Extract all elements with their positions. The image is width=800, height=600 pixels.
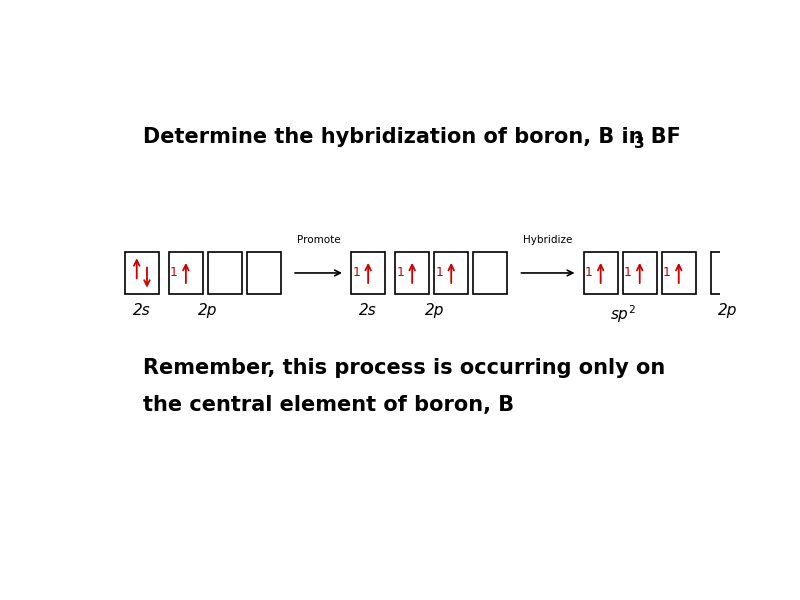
Bar bbox=[247, 252, 281, 294]
Text: 1: 1 bbox=[396, 266, 404, 280]
Text: Remember, this process is occurring only on: Remember, this process is occurring only… bbox=[143, 358, 666, 379]
Text: 2p: 2p bbox=[198, 303, 218, 318]
Text: 3: 3 bbox=[634, 136, 645, 151]
Text: 1: 1 bbox=[585, 266, 593, 280]
Text: Promote: Promote bbox=[297, 235, 340, 245]
Bar bbox=[474, 252, 507, 294]
Bar bbox=[351, 252, 386, 294]
Text: the central element of boron, B: the central element of boron, B bbox=[143, 395, 514, 415]
Text: 1: 1 bbox=[624, 266, 632, 280]
Text: 1: 1 bbox=[170, 266, 178, 280]
Text: 2p: 2p bbox=[718, 303, 738, 318]
Text: 1: 1 bbox=[352, 266, 360, 280]
Bar bbox=[434, 252, 468, 294]
Bar bbox=[662, 252, 696, 294]
Bar bbox=[208, 252, 242, 294]
Text: 2s: 2s bbox=[133, 303, 150, 318]
Text: 1: 1 bbox=[435, 266, 443, 280]
Bar bbox=[710, 252, 745, 294]
Text: 2s: 2s bbox=[359, 303, 377, 318]
Bar bbox=[395, 252, 430, 294]
Text: $sp^2$: $sp^2$ bbox=[610, 303, 636, 325]
Bar bbox=[584, 252, 618, 294]
Text: Hybridize: Hybridize bbox=[523, 235, 573, 245]
Bar bbox=[125, 252, 159, 294]
Bar bbox=[169, 252, 203, 294]
Text: 1: 1 bbox=[663, 266, 670, 280]
Text: Determine the hybridization of boron, B in BF: Determine the hybridization of boron, B … bbox=[143, 127, 682, 148]
Text: 2p: 2p bbox=[425, 303, 444, 318]
Bar bbox=[622, 252, 657, 294]
